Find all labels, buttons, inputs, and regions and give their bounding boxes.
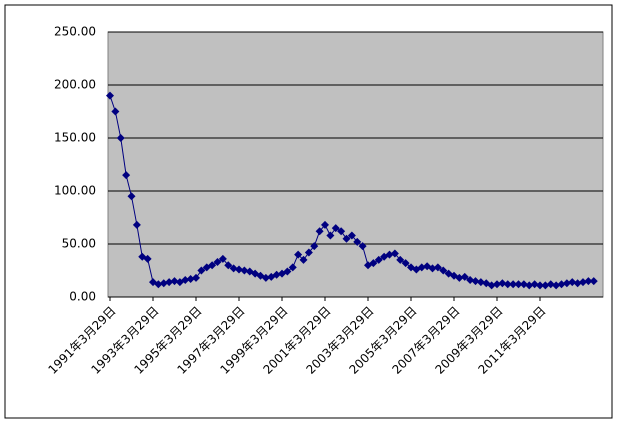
marker	[272, 270, 281, 279]
marker	[557, 280, 566, 289]
marker	[304, 248, 313, 257]
marker	[326, 231, 335, 240]
marker	[562, 279, 571, 288]
marker	[342, 234, 351, 243]
marker	[127, 192, 136, 201]
marker	[487, 281, 496, 290]
marker	[466, 276, 475, 285]
marker	[471, 277, 480, 286]
marker	[347, 231, 356, 240]
marker	[111, 107, 120, 116]
marker	[261, 273, 270, 282]
y-tick-label: 150.00	[54, 131, 96, 145]
marker	[385, 250, 394, 259]
marker	[315, 227, 324, 236]
marker	[498, 279, 507, 288]
y-tick-label: 100.00	[54, 184, 96, 198]
marker	[159, 279, 168, 288]
marker	[568, 278, 577, 287]
marker	[552, 281, 561, 290]
plot-area	[107, 31, 604, 298]
y-tick-label: 0.00	[69, 290, 96, 304]
marker	[197, 266, 206, 275]
y-tick-label: 250.00	[54, 25, 96, 39]
marker	[337, 227, 346, 236]
marker	[353, 237, 362, 246]
marker	[530, 280, 539, 289]
marker	[476, 278, 485, 287]
marker	[181, 276, 190, 285]
marker	[122, 171, 131, 180]
marker	[584, 277, 593, 286]
marker	[165, 278, 174, 287]
marker	[417, 263, 426, 272]
marker	[401, 259, 410, 268]
y-tick-label: 200.00	[54, 78, 96, 92]
marker	[589, 277, 598, 286]
marker	[170, 277, 179, 286]
marker	[154, 280, 163, 289]
marker	[208, 261, 217, 270]
marker	[369, 259, 378, 268]
y-tick-label: 50.00	[62, 237, 96, 251]
marker	[525, 281, 534, 290]
marker	[321, 220, 329, 229]
marker	[579, 278, 587, 287]
marker	[439, 266, 448, 275]
marker	[288, 263, 297, 272]
marker	[294, 250, 303, 259]
marker	[106, 91, 114, 100]
marker	[509, 280, 518, 289]
marker	[536, 281, 544, 290]
marker	[374, 255, 383, 264]
marker	[224, 261, 233, 270]
marker	[143, 254, 152, 263]
marker	[116, 134, 125, 142]
marker	[358, 242, 367, 251]
marker	[519, 280, 528, 289]
marker	[235, 265, 243, 274]
marker	[132, 220, 141, 229]
marker	[331, 224, 340, 233]
marker	[396, 255, 405, 264]
marker	[503, 280, 512, 289]
marker	[493, 280, 501, 289]
marker	[299, 255, 308, 264]
marker	[541, 281, 550, 290]
marker	[213, 258, 222, 267]
marker	[283, 267, 292, 276]
marker	[433, 263, 442, 272]
marker	[186, 274, 195, 283]
marker	[546, 280, 555, 289]
marker	[240, 266, 249, 275]
marker	[192, 273, 200, 282]
marker	[310, 242, 319, 251]
marker	[218, 254, 227, 263]
marker	[573, 279, 582, 288]
marker	[455, 273, 464, 282]
marker	[460, 272, 469, 281]
marker	[229, 264, 238, 273]
marker	[428, 264, 437, 273]
marker	[390, 249, 399, 258]
marker	[514, 280, 523, 289]
